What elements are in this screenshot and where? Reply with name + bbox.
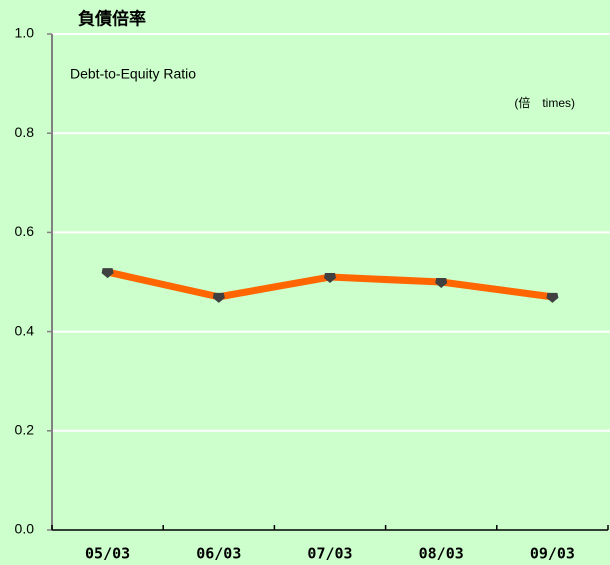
x-tick-label: 05/03 — [85, 545, 130, 563]
point-marker — [101, 268, 114, 279]
y-tick-label: 0.4 — [15, 322, 35, 338]
x-tick-label: 08/03 — [419, 545, 464, 563]
y-tick-label: 0.6 — [15, 223, 35, 239]
x-tick-label: 06/03 — [196, 545, 241, 563]
y-tick-label: 0.8 — [15, 124, 35, 140]
y-tick-label: 1.0 — [15, 25, 35, 41]
point-marker — [212, 292, 225, 303]
chart-subtitle: Debt-to-Equity Ratio — [70, 66, 196, 82]
x-tick-label: 09/03 — [530, 545, 575, 563]
point-marker — [435, 278, 448, 288]
unit-label: (倍 times) — [514, 95, 575, 110]
y-tick-label: 0.0 — [15, 521, 35, 537]
y-tick-label: 0.2 — [15, 422, 35, 438]
x-tick-label: 07/03 — [307, 545, 352, 563]
chart-title: 負債倍率 — [78, 8, 146, 28]
point-marker — [324, 273, 336, 284]
point-marker — [546, 292, 559, 303]
